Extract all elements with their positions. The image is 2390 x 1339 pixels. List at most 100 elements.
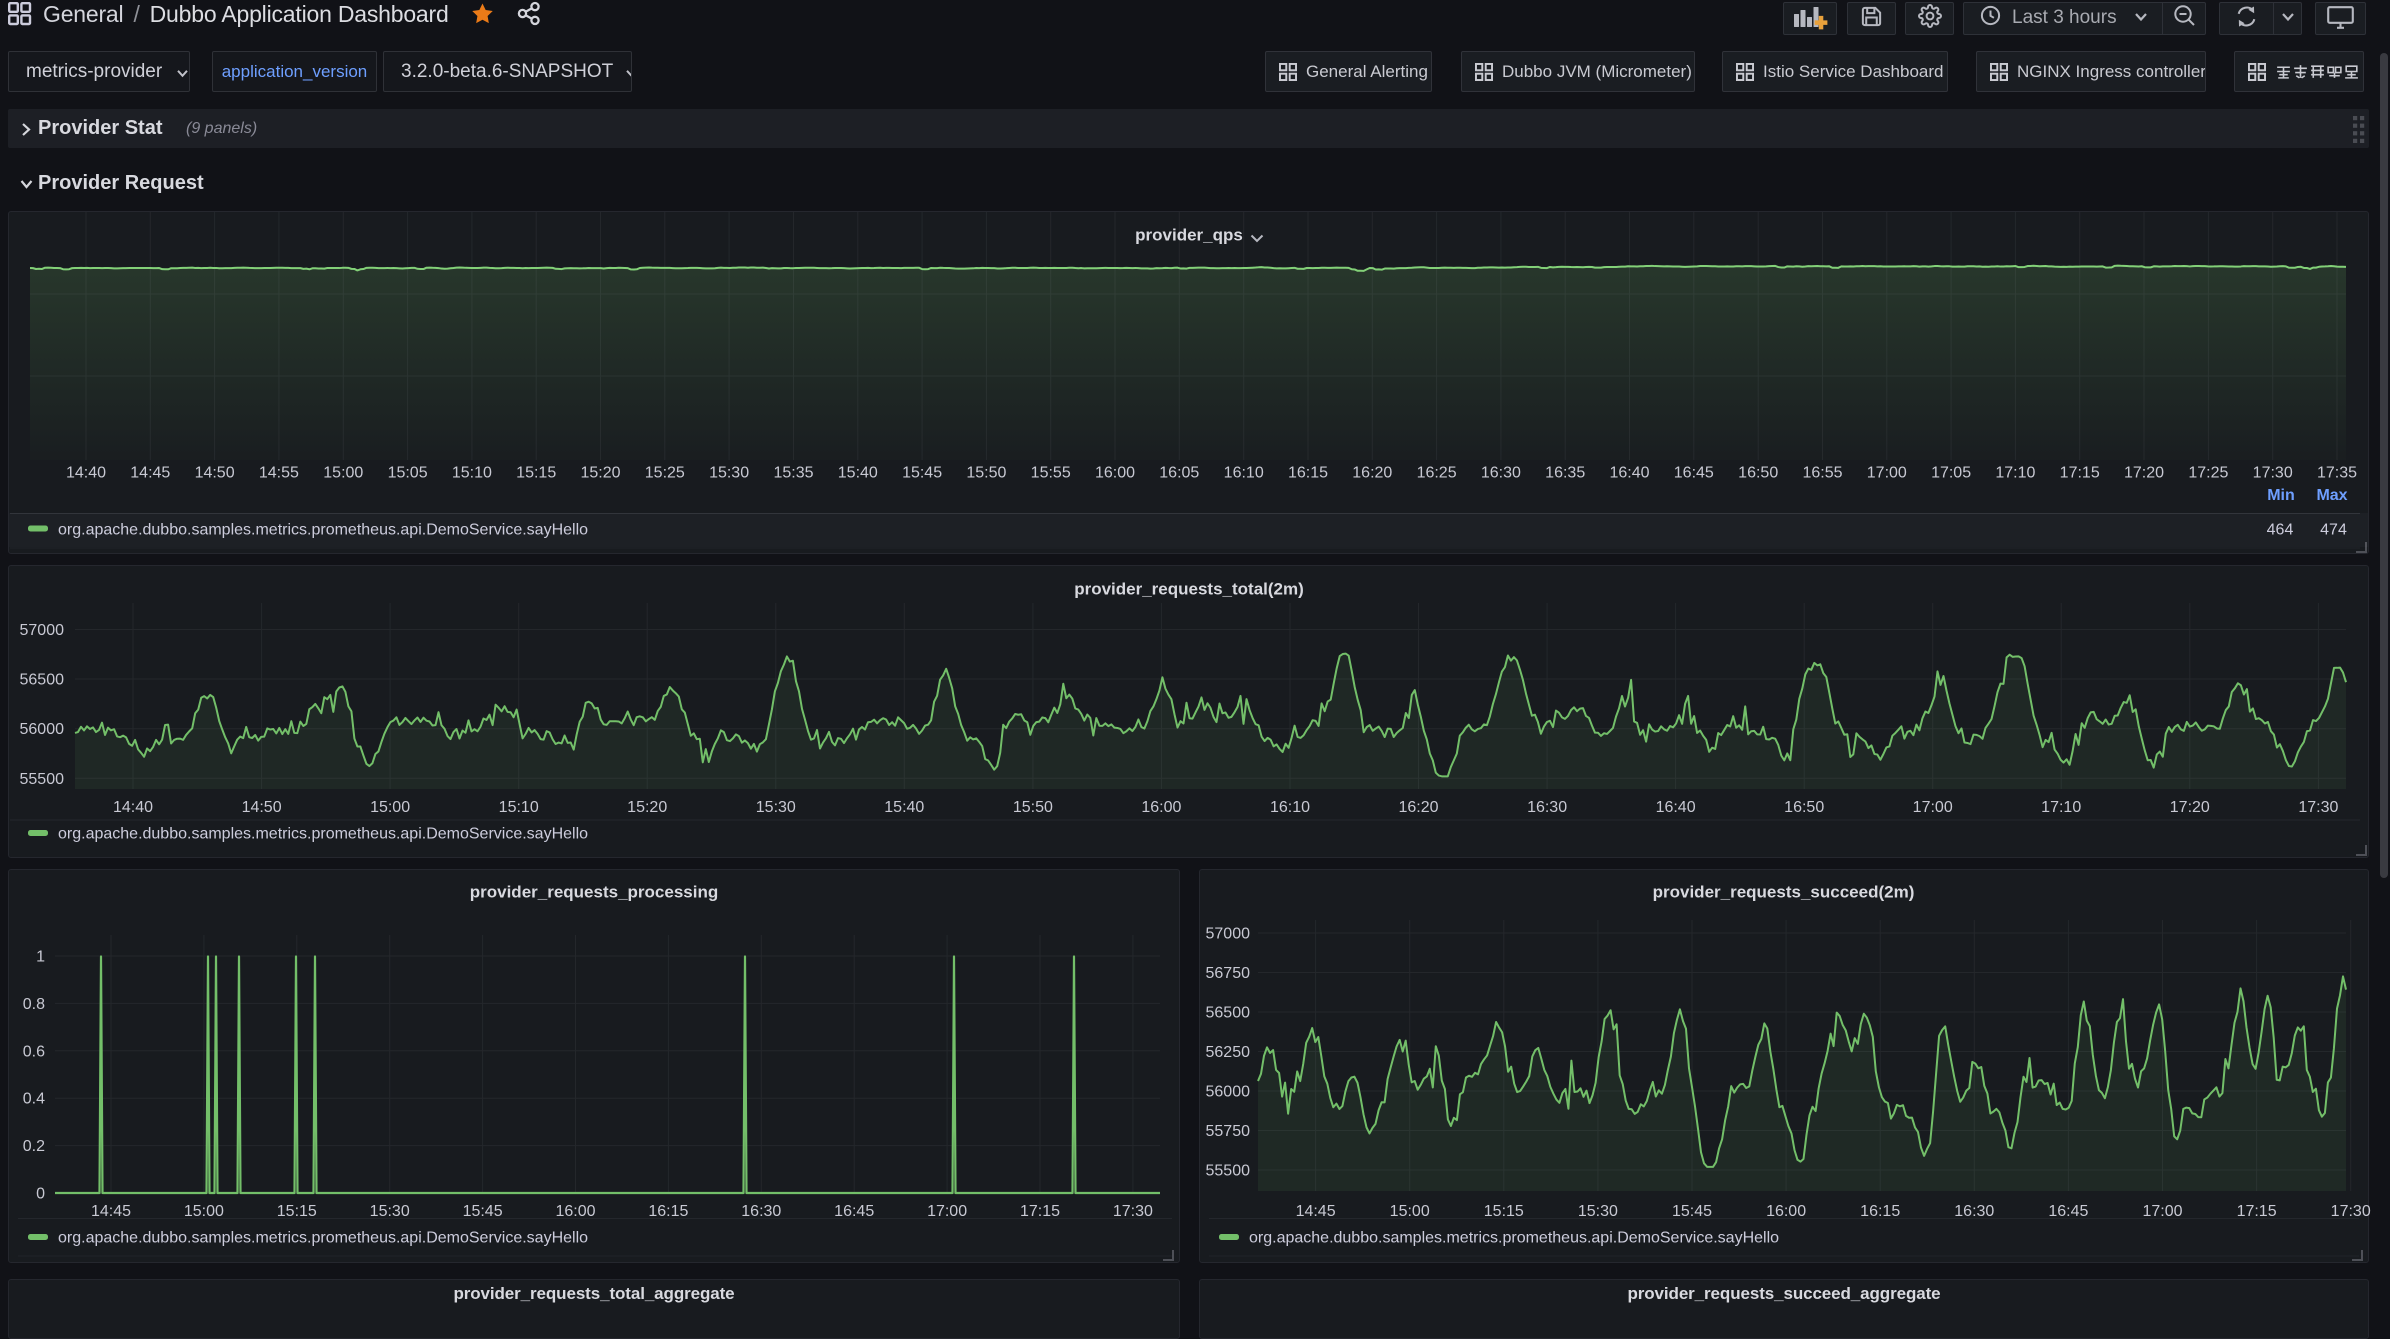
svg-text:15:40: 15:40: [838, 465, 878, 482]
svg-text:464: 464: [2267, 522, 2294, 539]
svg-text:0.6: 0.6: [23, 1043, 45, 1060]
svg-text:provider_requests_total(2m): provider_requests_total(2m): [1074, 580, 1304, 599]
svg-text:16:20: 16:20: [1398, 799, 1438, 816]
svg-text:Min: Min: [2267, 487, 2295, 504]
svg-text:15:10: 15:10: [452, 465, 492, 482]
svg-text:17:20: 17:20: [2124, 465, 2164, 482]
svg-text:474: 474: [2320, 522, 2347, 539]
svg-text:15:00: 15:00: [323, 465, 363, 482]
svg-text:17:30: 17:30: [2253, 465, 2293, 482]
svg-text:15:30: 15:30: [370, 1203, 410, 1220]
svg-text:15:55: 15:55: [1031, 465, 1071, 482]
svg-text:provider_qps: provider_qps: [1135, 226, 1243, 245]
svg-text:16:00: 16:00: [1766, 1203, 1806, 1220]
svg-text:16:15: 16:15: [648, 1203, 688, 1220]
svg-text:17:30: 17:30: [2331, 1203, 2371, 1220]
svg-text:15:50: 15:50: [966, 465, 1006, 482]
svg-text:15:10: 15:10: [499, 799, 539, 816]
svg-text:15:45: 15:45: [902, 465, 942, 482]
svg-text:16:40: 16:40: [1609, 465, 1649, 482]
svg-text:15:00: 15:00: [1390, 1203, 1430, 1220]
svg-text:14:55: 14:55: [259, 465, 299, 482]
svg-text:15:50: 15:50: [1013, 799, 1053, 816]
svg-text:17:05: 17:05: [1931, 465, 1971, 482]
svg-text:56000: 56000: [20, 721, 65, 738]
svg-text:16:30: 16:30: [1954, 1203, 1994, 1220]
svg-text:16:35: 16:35: [1545, 465, 1585, 482]
svg-text:17:10: 17:10: [1995, 465, 2035, 482]
svg-text:56500: 56500: [1206, 1005, 1251, 1022]
svg-text:16:00: 16:00: [1141, 799, 1181, 816]
svg-text:15:30: 15:30: [709, 465, 749, 482]
svg-text:14:40: 14:40: [113, 799, 153, 816]
svg-text:16:15: 16:15: [1288, 465, 1328, 482]
svg-text:provider_requests_succeed(2m): provider_requests_succeed(2m): [1653, 883, 1915, 902]
svg-text:16:55: 16:55: [1802, 465, 1842, 482]
svg-text:16:50: 16:50: [1738, 465, 1778, 482]
svg-text:16:45: 16:45: [834, 1203, 874, 1220]
svg-text:17:00: 17:00: [1867, 465, 1907, 482]
svg-text:55750: 55750: [1206, 1123, 1251, 1140]
svg-text:16:50: 16:50: [1784, 799, 1824, 816]
svg-text:16:45: 16:45: [1674, 465, 1714, 482]
svg-text:org.apache.dubbo.samples.metri: org.apache.dubbo.samples.metrics.prometh…: [58, 1230, 588, 1247]
svg-text:55500: 55500: [20, 771, 65, 788]
svg-text:16:25: 16:25: [1417, 465, 1457, 482]
svg-text:56750: 56750: [1206, 965, 1251, 982]
svg-text:15:35: 15:35: [773, 465, 813, 482]
svg-text:16:15: 16:15: [1860, 1203, 1900, 1220]
svg-text:15:30: 15:30: [756, 799, 796, 816]
svg-text:17:30: 17:30: [1113, 1203, 1153, 1220]
svg-text:57000: 57000: [20, 622, 65, 639]
svg-text:16:30: 16:30: [741, 1203, 781, 1220]
svg-text:14:50: 14:50: [242, 799, 282, 816]
svg-text:16:20: 16:20: [1352, 465, 1392, 482]
svg-text:17:15: 17:15: [1020, 1203, 1060, 1220]
svg-text:0.8: 0.8: [23, 996, 45, 1013]
svg-text:56500: 56500: [20, 672, 65, 689]
svg-text:17:15: 17:15: [2237, 1203, 2277, 1220]
svg-text:16:00: 16:00: [555, 1203, 595, 1220]
svg-text:17:30: 17:30: [2298, 799, 2338, 816]
svg-text:15:40: 15:40: [884, 799, 924, 816]
svg-text:org.apache.dubbo.samples.metri: org.apache.dubbo.samples.metrics.prometh…: [58, 826, 588, 843]
svg-text:16:30: 16:30: [1481, 465, 1521, 482]
svg-text:provider_requests_processing: provider_requests_processing: [470, 883, 718, 902]
svg-text:17:00: 17:00: [1913, 799, 1953, 816]
svg-text:56250: 56250: [1206, 1044, 1251, 1061]
svg-text:16:00: 16:00: [1095, 465, 1135, 482]
svg-text:0.4: 0.4: [23, 1091, 45, 1108]
svg-text:55500: 55500: [1206, 1163, 1251, 1180]
svg-text:14:45: 14:45: [130, 465, 170, 482]
svg-text:0.2: 0.2: [23, 1138, 45, 1155]
svg-text:17:15: 17:15: [2060, 465, 2100, 482]
svg-text:14:45: 14:45: [91, 1203, 131, 1220]
svg-text:15:00: 15:00: [370, 799, 410, 816]
svg-text:org.apache.dubbo.samples.metri: org.apache.dubbo.samples.metrics.prometh…: [58, 522, 588, 539]
svg-text:15:25: 15:25: [645, 465, 685, 482]
svg-text:14:45: 14:45: [1296, 1203, 1336, 1220]
svg-text:16:40: 16:40: [1656, 799, 1696, 816]
svg-text:16:30: 16:30: [1527, 799, 1567, 816]
svg-text:56000: 56000: [1206, 1084, 1251, 1101]
svg-text:16:45: 16:45: [2048, 1203, 2088, 1220]
svg-text:16:10: 16:10: [1270, 799, 1310, 816]
svg-text:17:20: 17:20: [2170, 799, 2210, 816]
svg-text:15:20: 15:20: [580, 465, 620, 482]
svg-text:Max: Max: [2316, 487, 2347, 504]
svg-text:17:00: 17:00: [2142, 1203, 2182, 1220]
svg-text:15:15: 15:15: [516, 465, 556, 482]
svg-text:15:45: 15:45: [1672, 1203, 1712, 1220]
svg-text:14:40: 14:40: [66, 465, 106, 482]
svg-text:17:10: 17:10: [2041, 799, 2081, 816]
svg-text:16:05: 16:05: [1159, 465, 1199, 482]
svg-text:15:15: 15:15: [277, 1203, 317, 1220]
svg-text:15:05: 15:05: [388, 465, 428, 482]
svg-text:15:00: 15:00: [184, 1203, 224, 1220]
svg-text:17:00: 17:00: [927, 1203, 967, 1220]
svg-text:15:30: 15:30: [1578, 1203, 1618, 1220]
svg-text:14:50: 14:50: [195, 465, 235, 482]
svg-text:15:45: 15:45: [463, 1203, 503, 1220]
svg-text:17:35: 17:35: [2317, 465, 2357, 482]
svg-text:org.apache.dubbo.samples.metri: org.apache.dubbo.samples.metrics.prometh…: [1249, 1230, 1779, 1247]
